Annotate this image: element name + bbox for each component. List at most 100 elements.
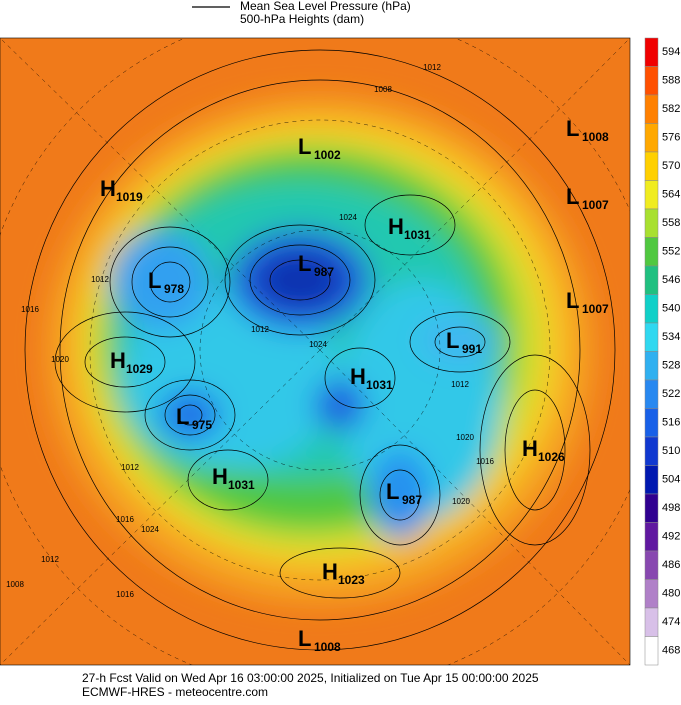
colorbar-cell [644,436,659,466]
colorbar-tick-label: 540 [662,303,680,315]
colorbar-cell [644,66,659,96]
colorbar-cell [644,379,659,409]
center-value: 1029 [126,362,153,376]
center-letter: H [212,464,228,489]
colorbar-cell [644,180,659,210]
contour-label: 1020 [452,497,470,506]
center-letter: L [566,116,579,141]
center-letter: L [566,288,579,313]
colorbar-cell [644,94,659,124]
contour-label: 1012 [121,463,139,472]
center-value: 1002 [314,148,341,162]
center-value: 1031 [228,478,255,492]
center-letter: H [322,559,338,584]
center-value: 1007 [582,198,609,212]
footer-text: ECMWF-HRES - meteocentre.com [82,685,268,699]
center-letter: L [176,404,189,429]
colorbar-cell [644,322,659,352]
colorbar-cell [644,151,659,181]
contour-label: 1012 [41,555,59,564]
contour-label: 1020 [51,355,69,364]
center-letter: L [298,134,311,159]
colorbar-tick-label: 564 [662,189,680,201]
center-value: 1026 [538,450,565,464]
colorbar-tick-label: 534 [662,331,680,343]
contour-label: 1012 [91,275,109,284]
center-value: 978 [164,282,184,296]
colorbar-tick-label: 546 [662,274,680,286]
center-value: 991 [462,342,482,356]
colorbar-tick-label: 552 [662,246,680,258]
colorbar-tick-label: 510 [662,445,680,457]
footer-text: 27-h Fcst Valid on Wed Apr 16 03:00:00 2… [82,671,539,685]
center-letter: H [110,348,126,373]
center-value: 987 [314,265,334,279]
colorbar-tick-label: 492 [662,531,680,543]
colorbar-tick-label: 480 [662,588,680,600]
colorbar-cell [644,607,659,637]
colorbar-cell [644,550,659,580]
contour-label: 1012 [423,63,441,72]
colorbar-tick-label: 582 [662,103,680,115]
colorbar-tick-label: 594 [662,46,680,58]
colorbar-cell [644,493,659,523]
center-value: 1019 [116,190,143,204]
map-frame [0,37,631,666]
contour-label: 1012 [451,380,469,389]
colorbar-tick-label: 522 [662,388,680,400]
center-letter: L [298,251,311,276]
legend-text: Mean Sea Level Pressure (hPa) [240,0,411,13]
center-value: 1008 [314,640,341,654]
contour-label: 1016 [116,590,134,599]
center-value: 1031 [366,378,393,392]
colorbar-tick-label: 588 [662,75,680,87]
contour-label: 1016 [116,515,134,524]
colorbar-cell [644,265,659,295]
colorbar-cell [644,579,659,609]
colorbar-tick-label: 504 [662,474,680,486]
contour-label: 1016 [476,457,494,466]
contour-label: 1008 [374,85,392,94]
center-letter: L [298,626,311,651]
center-letter: L [386,479,399,504]
contour-label: 1020 [456,433,474,442]
contour-label: 1024 [339,213,357,222]
contour-label: 1016 [21,305,39,314]
colorbar-tick-label: 468 [662,645,680,657]
colorbar-tick-label: 516 [662,417,680,429]
height-field [0,38,630,665]
contour-label: 1024 [141,525,159,534]
center-letter: H [350,364,366,389]
center-value: 1023 [338,573,365,587]
contour-label: 1012 [251,325,269,334]
center-letter: L [566,184,579,209]
colorbar-tick-label: 486 [662,559,680,571]
colorbar-cell [644,123,659,153]
colorbar-cell [644,208,659,238]
colorbar-cell [644,465,659,495]
colorbar-tick-label: 498 [662,502,680,514]
center-letter: L [148,268,161,293]
colorbar-cell [644,522,659,552]
center-letter: L [446,328,459,353]
center-value: 1008 [582,130,609,144]
colorbar-cell [644,351,659,381]
center-letter: H [100,176,116,201]
legend-text: 500-hPa Heights (dam) [240,12,364,26]
colorbar-cell [644,408,659,438]
center-value: 1007 [582,302,609,316]
center-letter: H [388,214,404,239]
contour-label: 1008 [6,580,24,589]
center-value: 975 [192,418,212,432]
colorbar-tick-label: 474 [662,616,680,628]
center-letter: H [522,436,538,461]
colorbar-cell [644,294,659,324]
colorbar-tick-label: 528 [662,360,680,372]
colorbar-tick-label: 558 [662,217,680,229]
colorbar-cell [644,37,659,67]
center-value: 987 [402,493,422,507]
colorbar-tick-label: 576 [662,132,680,144]
colorbar-cell [644,636,659,666]
